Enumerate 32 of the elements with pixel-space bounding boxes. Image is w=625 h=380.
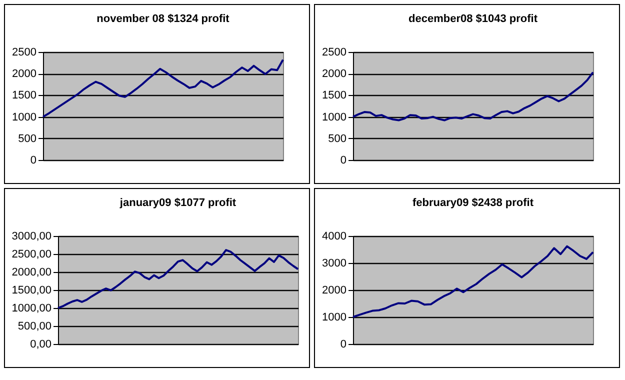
y-tick-label: 2500,00 (12, 248, 52, 260)
y-tick-label: 1000,00 (12, 302, 52, 314)
y-tick-label: 0 (340, 154, 346, 166)
y-tick-label: 3000 (322, 258, 346, 270)
y-tick-label: 2000 (322, 284, 346, 296)
y-tick-label: 3000,00 (12, 230, 52, 242)
chart-title: february09 $2438 profit (412, 197, 534, 209)
y-tick-label: 2000 (322, 68, 346, 80)
y-tick-label: 2000 (12, 68, 36, 80)
chart-title: december08 $1043 profit (408, 13, 538, 25)
y-tick-label: 1000 (322, 312, 346, 324)
chart-title: january09 $1077 profit (118, 197, 236, 209)
chart-title: november 08 $1324 profit (96, 13, 230, 25)
y-tick-label: 1000 (322, 111, 346, 124)
y-tick-label: 500 (328, 132, 346, 145)
y-tick-label: 500,00 (18, 320, 52, 332)
line-series (352, 71, 594, 122)
y-tick-label: 0 (30, 154, 36, 166)
y-tick-label: 2000,00 (12, 266, 52, 278)
y-tick-label: 1500,00 (12, 284, 52, 296)
y-tick-label: 0,00 (30, 338, 52, 350)
y-tick-label: 1500 (12, 90, 36, 102)
y-tick-label: 4000 (322, 230, 346, 242)
line-series (42, 58, 284, 118)
y-tick-label: 0 (340, 338, 346, 350)
line-series (57, 249, 299, 309)
line-series (352, 245, 594, 318)
y-tick-label: 500 (18, 132, 36, 145)
y-tick-label: 1500 (322, 90, 346, 102)
y-tick-label: 1000 (12, 111, 36, 124)
y-tick-label: 2500 (12, 46, 36, 58)
y-tick-label: 2500 (322, 46, 346, 58)
